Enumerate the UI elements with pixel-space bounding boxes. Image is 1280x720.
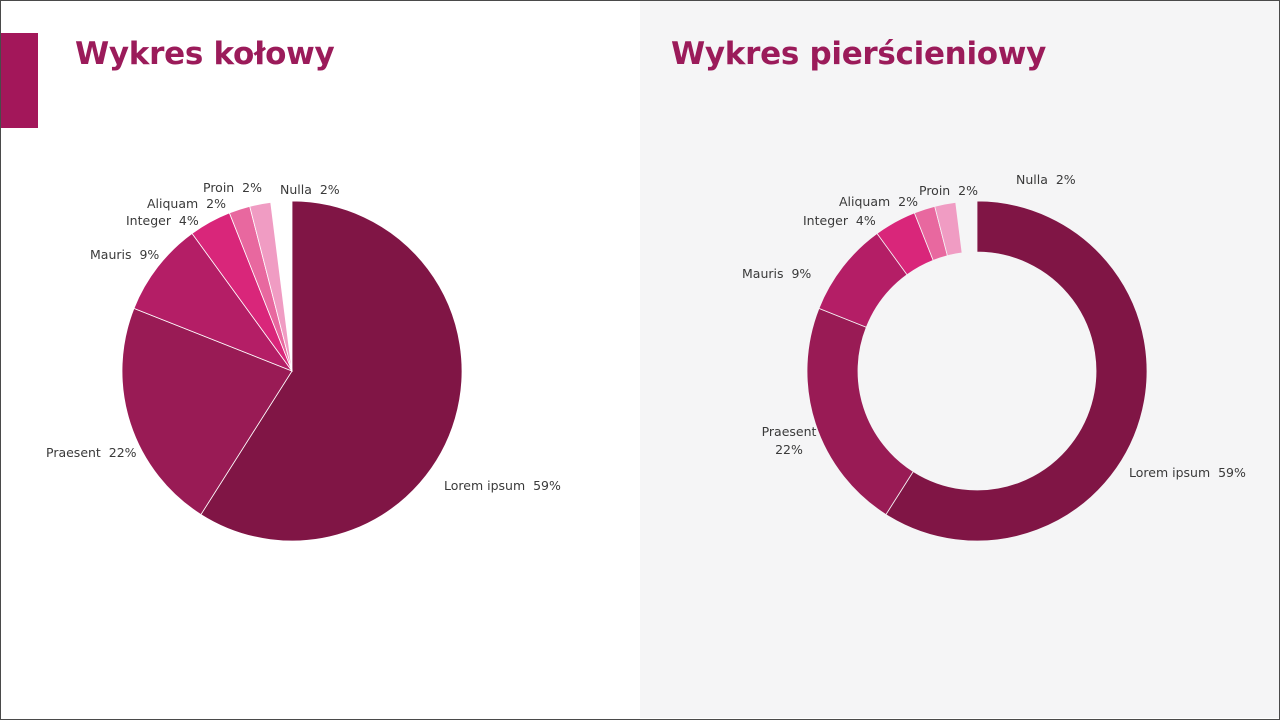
donut-label-mauris: Mauris 9% bbox=[742, 266, 812, 281]
donut-label-aliquam: Aliquam 2% bbox=[839, 194, 918, 209]
donut-label-lorem: Lorem ipsum 59% bbox=[1129, 465, 1246, 480]
donut-panel bbox=[640, 1, 1279, 718]
donut-title: Wykres pierścieniowy bbox=[671, 36, 1047, 72]
pie-label-lorem: Lorem ipsum 59% bbox=[444, 478, 561, 493]
donut-label-praesent-name: Praesent bbox=[761, 424, 817, 439]
pie-label-integer: Integer 4% bbox=[126, 213, 199, 228]
slice-nulla bbox=[955, 201, 977, 253]
pie-label-proin: Proin 2% bbox=[203, 180, 263, 195]
pie-label-nulla: Nulla 2% bbox=[280, 182, 340, 197]
pie-label-praesent: Praesent 22% bbox=[46, 445, 137, 460]
accent-bar bbox=[1, 33, 38, 128]
pie-title: Wykres kołowy bbox=[75, 36, 335, 72]
donut-label-proin: Proin 2% bbox=[919, 183, 979, 198]
pie-chart bbox=[121, 200, 463, 542]
pie-label-aliquam: Aliquam 2% bbox=[147, 196, 226, 211]
donut-chart bbox=[806, 200, 1148, 542]
slice-praesent bbox=[806, 307, 914, 516]
slice-praesent bbox=[121, 307, 293, 516]
slice-lorem bbox=[200, 200, 463, 542]
slice-mauris bbox=[133, 232, 294, 372]
slice-nulla bbox=[270, 201, 292, 371]
pie-label-mauris: Mauris 9% bbox=[90, 247, 160, 262]
donut-label-nulla: Nulla 2% bbox=[1016, 172, 1076, 187]
donut-label-praesent-value: 22% bbox=[775, 442, 803, 457]
slice-proin bbox=[249, 201, 293, 372]
slice-proin bbox=[934, 201, 963, 257]
slice-lorem bbox=[885, 200, 1148, 542]
donut-label-integer: Integer 4% bbox=[803, 213, 876, 228]
